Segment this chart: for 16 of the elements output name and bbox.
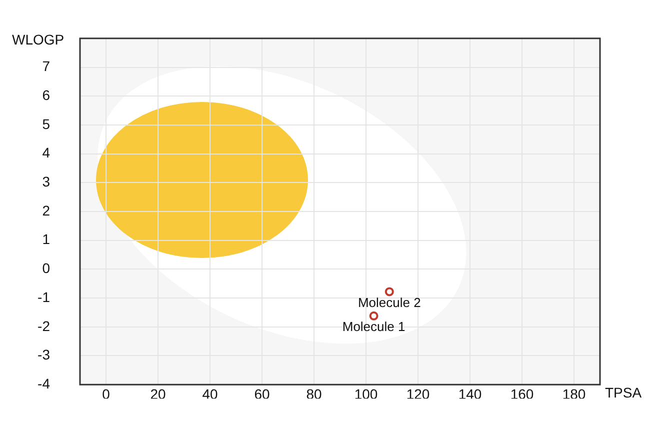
series-label: Molecule 1: [342, 319, 406, 334]
y-tick-label: -1: [38, 288, 50, 305]
y-tick-label: 0: [42, 260, 50, 276]
y-tick-label: 3: [42, 174, 50, 190]
y-tick-label: -2: [38, 318, 50, 334]
y-tick-label: 7: [42, 58, 50, 74]
y-tick-label: -4: [38, 375, 50, 392]
y-tick-label: 1: [42, 231, 50, 248]
series-label: Molecule 2: [358, 294, 421, 310]
y-tick-label: -3: [38, 346, 50, 363]
y-tick-label: 4: [42, 144, 50, 161]
y-tick-label: 5: [42, 116, 50, 132]
x-axis-title: TPSA: [605, 384, 642, 400]
y-tick-label: 2: [42, 202, 50, 218]
y-axis-title: WLOGP: [12, 31, 64, 48]
y-tick-label: 6: [42, 86, 50, 103]
